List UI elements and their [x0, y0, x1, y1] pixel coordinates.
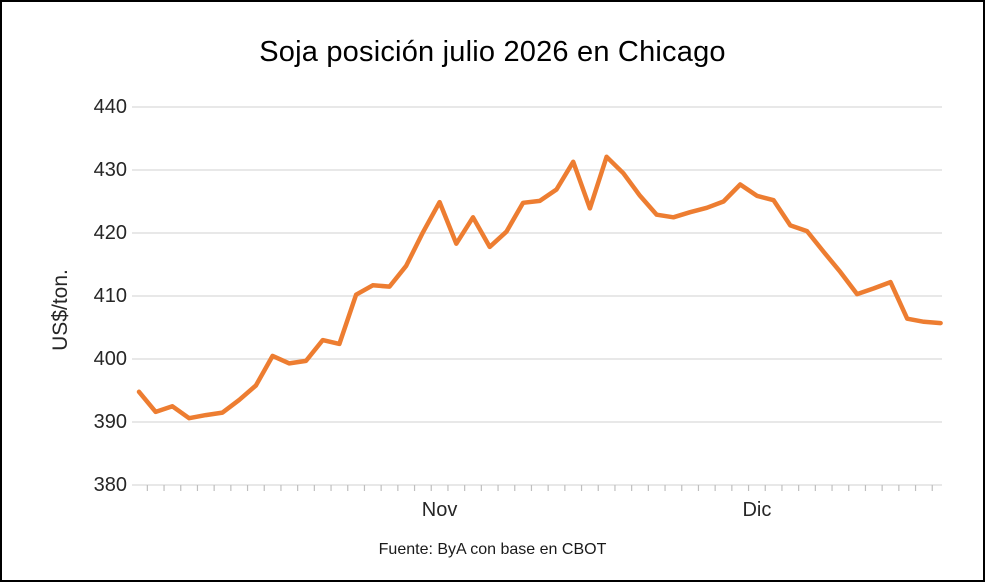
- y-tick-label: 400: [93, 348, 127, 370]
- y-tick-label: 380: [93, 474, 127, 496]
- y-tick-label: 410: [93, 285, 127, 307]
- price-line-series: [136, 154, 943, 421]
- chart-title: Soja posición julio 2026 en Chicago: [259, 36, 726, 68]
- y-tick-label: 440: [93, 96, 127, 118]
- x-month-label: Nov: [421, 499, 458, 521]
- source-note: Fuente: ByA con base en CBOT: [378, 541, 607, 558]
- y-tick-label: 420: [93, 222, 127, 244]
- x-month-label: Dic: [742, 499, 772, 521]
- y-tick-label: 390: [93, 411, 127, 433]
- y-tick-label: 430: [93, 159, 127, 181]
